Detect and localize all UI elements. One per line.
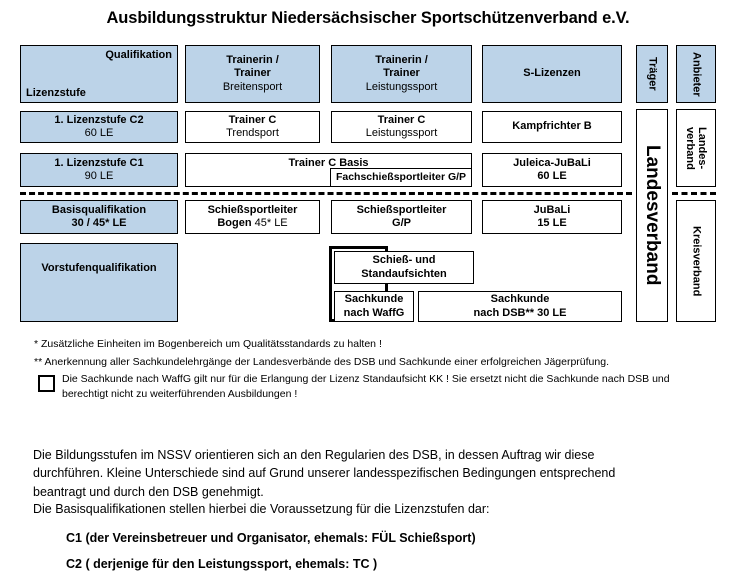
label-line1: Trainerin /	[375, 53, 428, 66]
footnote-checkbox[interactable]	[38, 375, 55, 392]
footnote-boxed-line2: berechtigt nicht zu weiterführenden Ausb…	[62, 387, 298, 400]
label-line2: nach WaffG	[343, 306, 405, 319]
label-line1: Sachkunde	[344, 293, 404, 306]
column-kreisverband: Kreisverband	[676, 200, 716, 322]
footnote-one: * Zusätzliche Einheiten im Bogenbereich …	[34, 338, 382, 350]
landesverband-small-label: Landes-verband	[684, 127, 708, 170]
label-line2: Leistungssport	[365, 127, 438, 139]
label-line1: Landes-	[696, 126, 709, 170]
body-paragraph-2: Die Basisqualifikationen stellen hierbei…	[33, 502, 490, 516]
row-vorstufe-sachkunde-dsb: Sachkunde nach DSB** 30 LE	[418, 291, 622, 322]
label-line2: 60 LE	[537, 170, 567, 182]
row-vorstufe-sachkunde-waffg: Sachkunde nach WaffG	[334, 291, 414, 322]
label-line1: S-Lizenzen	[523, 67, 581, 80]
header-trainer-leistungssport: Trainerin / Trainer Leistungssport	[331, 45, 472, 103]
row-c2-trainer-c-trendsport: Trainer C Trendsport	[185, 111, 320, 143]
label-line2: nach DSB** 30 LE	[473, 306, 567, 319]
row-vorstufe-level: Vorstufenqualifikation	[20, 243, 178, 322]
label-line1: JuBaLi	[533, 203, 571, 216]
header-lizenzstufe-label: Lizenzstufe	[26, 87, 86, 99]
header-s-lizenzen: S-Lizenzen	[482, 45, 622, 103]
row-vorstufe-standaufsichten: Schieß- und Standaufsichten	[334, 251, 474, 284]
label-line1: Schießsportleiter	[207, 203, 298, 216]
label-bogen: Bogen	[217, 217, 252, 229]
dashed-divider-left	[20, 192, 632, 195]
traeger-label: Träger	[646, 57, 659, 91]
column-landesverband-large: Landesverband	[636, 109, 668, 322]
body-p1-line2: durchführen. Kleine Unterschiede sind au…	[33, 466, 616, 481]
row-c2-level: 1. Lizenzstufe C2 60 LE	[20, 111, 178, 143]
page-title: Ausbildungsstruktur Niedersächsischer Sp…	[106, 9, 630, 27]
body-c2-description: C2 ( derjenige für den Leistungssport, e…	[66, 557, 378, 571]
label-line2: Standaufsichten	[361, 267, 447, 280]
label-line2: Trainer	[383, 67, 420, 80]
label-line1: Juleica-JuBaLi	[513, 156, 591, 169]
row-c1-juleica-jubali: Juleica-JuBaLi 60 LE	[482, 153, 622, 187]
anbieter-label: Anbieter	[690, 51, 703, 97]
row-basis-level: Basisqualifikation 30 / 45* LE	[20, 200, 178, 234]
header-qualification-label: Qualifikation	[105, 49, 172, 61]
body-p1-line1: Die Bildungsstufen im NSSV orientieren s…	[33, 448, 595, 462]
header-traeger: Träger	[636, 45, 668, 103]
label-line2: Trendsport	[226, 127, 279, 139]
header-anbieter: Anbieter	[676, 45, 716, 103]
dashed-divider-right	[672, 192, 716, 195]
label-line2: verband	[684, 126, 696, 170]
label-line1: Sachkunde	[490, 293, 550, 306]
label-line2: 90 LE	[84, 170, 114, 182]
row-basis-jubali: JuBaLi 15 LE	[482, 200, 622, 234]
label-line1: Vorstufenqualifikation	[41, 262, 157, 274]
label-line1: Fachschießsportleiter G/P	[335, 171, 467, 184]
label-line2: 15 LE	[537, 217, 567, 229]
row-c1-level: 1. Lizenzstufe C1 90 LE	[20, 153, 178, 187]
label-line1: Basisqualifikation	[51, 203, 147, 216]
row-c2-trainer-c-leistungssport: Trainer C Leistungssport	[331, 111, 472, 143]
label-line1: 1. Lizenzstufe C2	[54, 113, 144, 126]
landesverband-label: Landesverband	[641, 145, 663, 286]
footnote-two: ** Anerkennung aller Sachkundelehrgänge …	[34, 356, 609, 368]
label-line1: Trainer C Basis	[288, 157, 369, 169]
footnote-boxed-line1: Die Sachkunde nach WaffG gilt nur für di…	[62, 373, 670, 385]
label-line1: Schieß- und	[372, 254, 436, 267]
label-line1: Trainerin /	[226, 53, 279, 66]
label-line1: Trainer C	[377, 113, 426, 126]
header-corner-cell: Qualifikation Lizenzstufe	[20, 45, 178, 103]
body-paragraph-1: Die Bildungsstufen im NSSV orientieren s…	[33, 446, 615, 501]
label-line2: 60 LE	[84, 127, 114, 139]
label-line3: Leistungssport	[365, 80, 438, 93]
label-line1: Trainer C	[228, 113, 277, 126]
footnote-boxed-text: Die Sachkunde nach WaffG gilt nur für di…	[62, 372, 670, 402]
kreisverband-label: Kreisverband	[690, 225, 703, 297]
row-c2-kampfrichter-b: Kampfrichter B	[482, 111, 622, 143]
body-p1-line3: beantragt und durch den DSB genehmigt.	[33, 484, 264, 499]
row-c1-fachschiesssportleiter: Fachschießsportleiter G/P	[330, 168, 472, 187]
label-line2: Bogen 45* LE	[217, 217, 287, 230]
column-landesverband-small: Landes-verband	[676, 109, 716, 187]
label-line3: Breitensport	[222, 80, 283, 93]
body-c1-description: C1 (der Vereinsbetreuer und Organisator,…	[66, 531, 476, 545]
label-line2: G/P	[392, 217, 411, 229]
row-basis-schiesssportleiter-bogen: Schießsportleiter Bogen 45* LE	[185, 200, 320, 234]
label-le: 45* LE	[251, 217, 288, 229]
label-line1: 1. Lizenzstufe C1	[54, 156, 144, 169]
label-line1: Schießsportleiter	[356, 203, 447, 216]
row-basis-schiesssportleiter-gp: Schießsportleiter G/P	[331, 200, 472, 234]
header-trainer-breitensport: Trainerin / Trainer Breitensport	[185, 45, 320, 103]
label-line2: 30 / 45* LE	[71, 217, 127, 229]
label-line2: Trainer	[234, 67, 271, 80]
label-line1: Kampfrichter B	[512, 120, 592, 133]
